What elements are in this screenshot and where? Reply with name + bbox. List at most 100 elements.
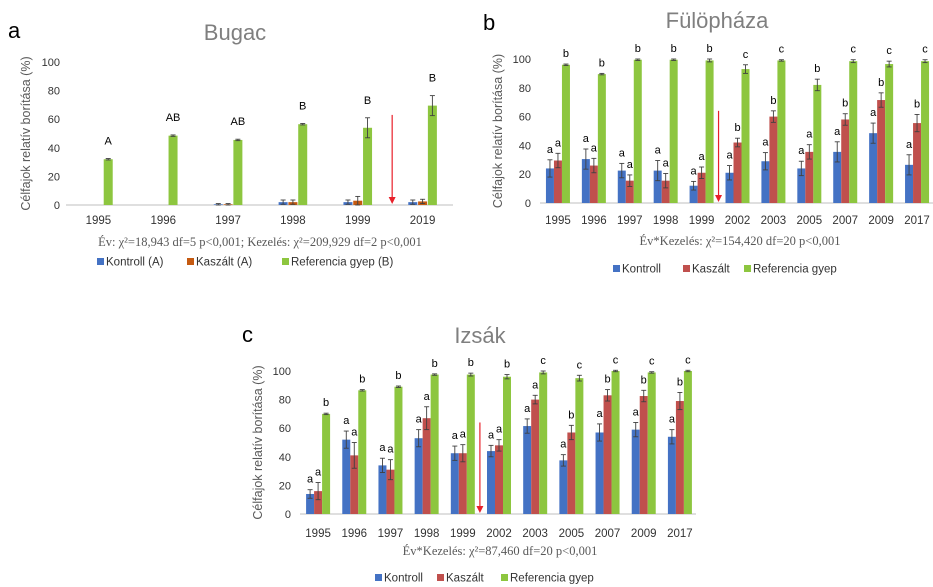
legend-swatch: [375, 574, 382, 581]
bar: [741, 69, 750, 203]
bar: [581, 159, 590, 203]
y-tick-label: 80: [279, 395, 291, 407]
legend-swatch: [187, 258, 194, 265]
significance-label: AB: [166, 112, 181, 124]
significance-label: b: [677, 376, 683, 388]
significance-label: a: [699, 151, 706, 163]
x-tick-label: 1996: [150, 215, 176, 227]
significance-label: a: [627, 159, 634, 171]
x-tick-label: 2017: [904, 215, 930, 227]
bar: [877, 100, 886, 203]
x-tick-label: 2009: [868, 215, 894, 227]
significance-label: B: [429, 73, 436, 85]
x-tick-label: 2007: [832, 215, 858, 227]
significance-label: a: [691, 165, 698, 177]
y-tick-label: 60: [279, 423, 291, 435]
treatment-arrow-head: [476, 506, 484, 513]
significance-label: a: [351, 427, 358, 439]
x-tick-label: 1998: [414, 528, 440, 540]
y-tick-label: 0: [285, 509, 291, 521]
bar: [358, 390, 367, 514]
bar: [495, 445, 503, 514]
significance-label: a: [560, 439, 567, 451]
treatment-arrow-head: [388, 197, 396, 204]
chart-panel-c: c Izsák Célfajok relatív borítása (%) 0 20 40…: [242, 322, 696, 585]
bar: [322, 413, 331, 514]
x-tick-label: 1995: [305, 528, 331, 540]
panel-letter: a: [8, 18, 21, 43]
x-tick-label: 1999: [450, 528, 476, 540]
bar: [667, 436, 676, 514]
bar: [168, 135, 178, 205]
chart-panel-a: a Bugac Célfajok relatív borítása (%) 0 20 40…: [8, 18, 453, 269]
bar: [430, 374, 439, 514]
bar: [689, 185, 698, 203]
legend-label: Kontroll (A): [106, 257, 164, 269]
bar: [653, 170, 662, 203]
bar: [647, 372, 656, 514]
significance-label: b: [842, 98, 848, 110]
bar: [466, 374, 475, 514]
y-tick-label: 20: [519, 169, 531, 181]
significance-label: b: [504, 359, 510, 371]
significance-label: a: [387, 444, 394, 456]
bar: [697, 172, 706, 203]
bar: [314, 491, 323, 514]
significance-label: a: [591, 142, 598, 154]
significance-label: a: [619, 147, 626, 159]
significance-label: b: [395, 370, 401, 382]
legend-label: Kontroll: [622, 264, 661, 276]
bar: [869, 133, 878, 203]
x-tick-label: 1998: [653, 215, 679, 227]
significance-label: a: [488, 429, 495, 441]
significance-label: b: [599, 57, 605, 69]
bar: [422, 418, 431, 514]
significance-label: a: [547, 144, 554, 156]
legend-label: Kontroll: [384, 573, 423, 585]
bar: [503, 376, 511, 514]
significance-label: a: [343, 415, 350, 427]
y-tick-label: 100: [273, 366, 291, 378]
significance-label: b: [635, 43, 641, 55]
bar: [913, 123, 922, 203]
significance-label: c: [850, 44, 856, 56]
x-tick-label: 1999: [689, 215, 715, 227]
significance-label: b: [770, 95, 776, 107]
legend-label: Referencia gyep (B): [291, 257, 393, 269]
bar: [386, 469, 395, 514]
significance-label: a: [633, 406, 640, 418]
statistics-text: Év*Kezelés: χ²=154,420 df=20 p<0,001: [640, 234, 841, 248]
y-tick-label: 60: [48, 114, 60, 126]
significance-label: a: [806, 129, 813, 141]
y-tick-label: 20: [48, 171, 60, 183]
y-tick-label: 80: [519, 83, 531, 95]
panel-letter: b: [483, 10, 495, 35]
bar: [849, 61, 858, 203]
bar: [575, 378, 584, 514]
significance-label: a: [416, 414, 423, 426]
bar: [725, 172, 734, 203]
legend-swatch: [97, 258, 104, 265]
bar: [631, 429, 640, 514]
bar: [539, 372, 548, 514]
bar: [669, 59, 678, 203]
significance-label: a: [655, 145, 662, 157]
significance-label: b: [563, 48, 569, 60]
significance-label: a: [496, 424, 503, 436]
bar: [777, 60, 786, 203]
significance-label: a: [532, 379, 539, 391]
significance-label: a: [555, 137, 562, 149]
significance-label: b: [604, 374, 610, 386]
significance-label: b: [359, 374, 365, 386]
bar: [769, 116, 778, 203]
bar: [885, 64, 894, 203]
legend-label: Kaszált: [446, 573, 485, 585]
significance-label: b: [814, 63, 820, 75]
chart-title: Fülöpháza: [666, 8, 770, 33]
y-axis-label: Célfajok relatív borítása (%): [251, 365, 265, 519]
bar: [589, 165, 598, 203]
significance-label: c: [685, 354, 691, 366]
significance-label: b: [734, 122, 740, 134]
significance-label: c: [540, 355, 546, 367]
